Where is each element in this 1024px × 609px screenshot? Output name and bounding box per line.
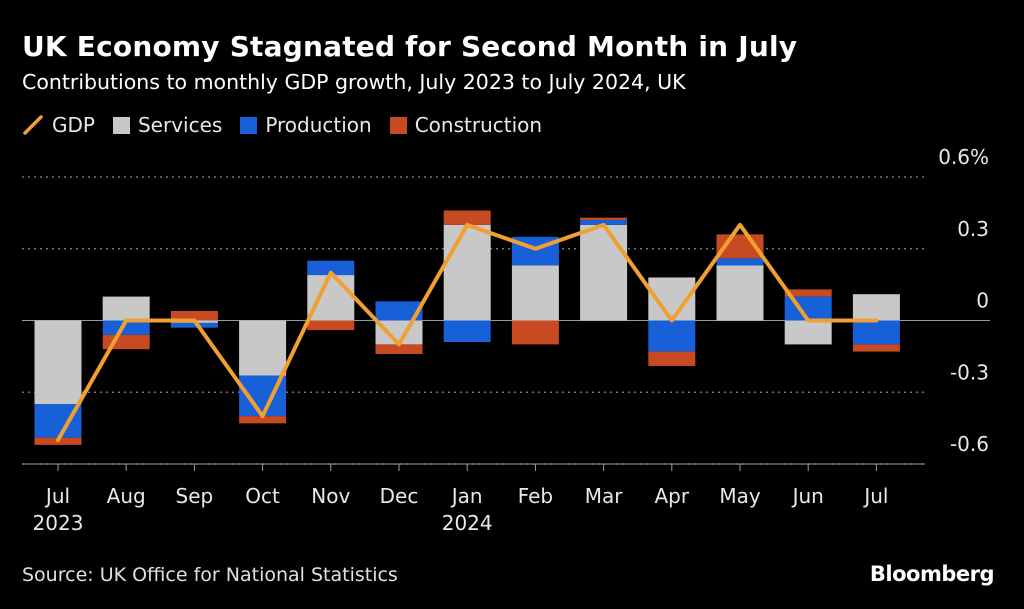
legend-label-production: Production xyxy=(265,113,372,137)
legend-swatch-production xyxy=(240,116,258,134)
chart-subtitle: Contributions to monthly GDP growth, Jul… xyxy=(22,70,686,94)
chart-title: UK Economy Stagnated for Second Month in… xyxy=(22,30,798,63)
bar-services-1 xyxy=(102,296,150,321)
bloomberg-logo: Bloomberg xyxy=(869,562,995,586)
x-tick-label: Jan xyxy=(450,484,483,508)
x-tick-label: Feb xyxy=(518,484,553,508)
x-tick-label: Jul xyxy=(44,484,70,508)
x-tick-label: Aug xyxy=(107,484,146,508)
bar-services-7 xyxy=(511,265,559,321)
x-tick-label: Dec xyxy=(380,484,419,508)
bar-services-12 xyxy=(852,294,900,321)
x-tick-label: Oct xyxy=(245,484,280,508)
legend-item-construction: Construction xyxy=(389,113,543,137)
bar-services-10 xyxy=(716,265,764,321)
legend-item-gdp: GDP xyxy=(22,113,95,137)
bar-construction-12 xyxy=(852,344,900,352)
legend-item-production: Production xyxy=(240,113,372,137)
x-tick-label: Sep xyxy=(176,484,214,508)
bar-construction-9 xyxy=(648,351,696,366)
legend-label-gdp: GDP xyxy=(52,113,95,137)
bar-production-12 xyxy=(852,320,900,345)
bar-production-10 xyxy=(716,258,764,266)
x-tick-year-label: 2024 xyxy=(442,511,493,535)
legend: GDP Services Production Construction xyxy=(22,113,560,137)
bar-services-0 xyxy=(34,320,82,405)
bar-construction-11 xyxy=(784,289,832,297)
bar-production-9 xyxy=(648,320,696,352)
x-tick-label: Apr xyxy=(654,484,689,508)
bar-services-8 xyxy=(580,224,628,321)
y-tick-label: 0 xyxy=(976,289,989,313)
y-tick-label: 0.3 xyxy=(957,217,989,241)
y-tick-label: -0.3 xyxy=(950,360,989,384)
legend-swatch-services xyxy=(112,116,130,134)
bar-construction-8 xyxy=(580,217,628,221)
bar-production-4 xyxy=(307,260,355,276)
bar-services-11 xyxy=(784,320,832,345)
x-tick-label: May xyxy=(719,484,761,508)
bar-services-4 xyxy=(307,275,355,321)
bar-production-8 xyxy=(580,220,628,225)
legend-line-swatch xyxy=(23,115,43,135)
bar-production-5 xyxy=(375,301,423,321)
bar-construction-5 xyxy=(375,344,423,354)
bar-services-6 xyxy=(443,224,491,321)
bar-services-3 xyxy=(239,320,287,376)
bar-construction-7 xyxy=(511,320,559,345)
bar-construction-3 xyxy=(239,416,287,424)
source-note: Source: UK Office for National Statistic… xyxy=(22,564,398,586)
legend-label-services: Services xyxy=(137,113,223,137)
bar-construction-2 xyxy=(170,310,218,321)
bar-production-2 xyxy=(170,322,218,328)
bar-production-6 xyxy=(443,320,491,343)
x-tick-label: Jul xyxy=(862,484,888,508)
legend-swatch-construction xyxy=(389,116,407,134)
x-tick-label: Nov xyxy=(311,484,350,508)
y-tick-label: 0.6% xyxy=(938,145,989,169)
x-tick-year-label: 2023 xyxy=(33,511,84,535)
legend-label-construction: Construction xyxy=(414,113,543,137)
bar-construction-4 xyxy=(307,320,355,331)
bar-production-1 xyxy=(102,320,150,335)
legend-item-services: Services xyxy=(112,113,223,137)
bar-construction-6 xyxy=(443,210,491,225)
x-tick-label: Jun xyxy=(791,484,824,508)
y-tick-label: -0.6 xyxy=(950,432,989,456)
x-tick-label: Mar xyxy=(585,484,624,508)
